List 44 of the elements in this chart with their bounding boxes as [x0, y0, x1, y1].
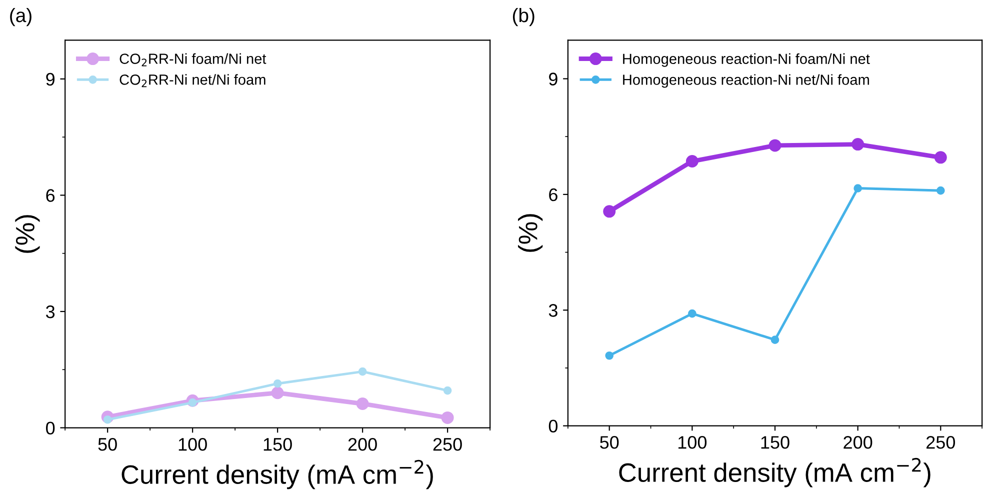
point: [936, 186, 945, 195]
x-tick-label: 250: [433, 438, 462, 451]
point: [852, 138, 864, 151]
chart-title: (b): [512, 8, 534, 26]
y-tick-label: 3: [46, 305, 55, 318]
x-tick-label: 250: [926, 436, 955, 449]
legend-label: CO$_{2}$RR-Ni foam/Ni net: [120, 53, 266, 66]
point: [768, 139, 782, 152]
point: [356, 397, 369, 410]
x-axis-title: Current density (mA cm$^{−2}$): [122, 460, 433, 490]
x-tick-label: 50: [600, 436, 619, 449]
point: [603, 205, 616, 218]
point: [271, 386, 284, 400]
point: [854, 184, 862, 192]
x-tick-label: 50: [98, 438, 117, 451]
point: [934, 151, 947, 164]
x-tick-label: 200: [348, 438, 377, 451]
point: [441, 411, 454, 424]
point: [358, 367, 367, 376]
x-axis-title: Current density (mA cm$^{−2}$): [619, 458, 930, 488]
legend-label: CO$_{2}$RR-Ni net/Ni foam: [120, 74, 266, 88]
y-tick-label: 9: [549, 72, 558, 86]
point: [605, 351, 614, 360]
chart-title: (a): [10, 8, 32, 26]
x-tick-label: 100: [678, 436, 707, 449]
y-tick-label: 6: [549, 188, 558, 202]
legend-label: Homogeneous reaction-Ni foam/Ni net: [623, 53, 870, 67]
point: [273, 379, 282, 388]
y-tick-label: 3: [548, 304, 558, 317]
x-tick-label: 200: [844, 436, 872, 449]
y-tick-label: 9: [46, 72, 54, 86]
point: [686, 155, 698, 168]
y-axis-title: (%): [518, 214, 543, 252]
x-tick-label: 150: [264, 438, 292, 451]
x-tick-label: 100: [178, 438, 207, 451]
x-tick-label: 150: [761, 436, 790, 449]
y-tick-label: 0: [46, 422, 55, 434]
point: [770, 336, 780, 344]
legend-label: Homogeneous reaction-Ni net/Ni foam: [623, 74, 869, 88]
y-tick-label: 0: [548, 420, 558, 433]
point: [688, 309, 696, 318]
y-axis-title: (%): [15, 215, 40, 253]
y-tick-label: 6: [46, 189, 55, 202]
point: [443, 386, 452, 395]
